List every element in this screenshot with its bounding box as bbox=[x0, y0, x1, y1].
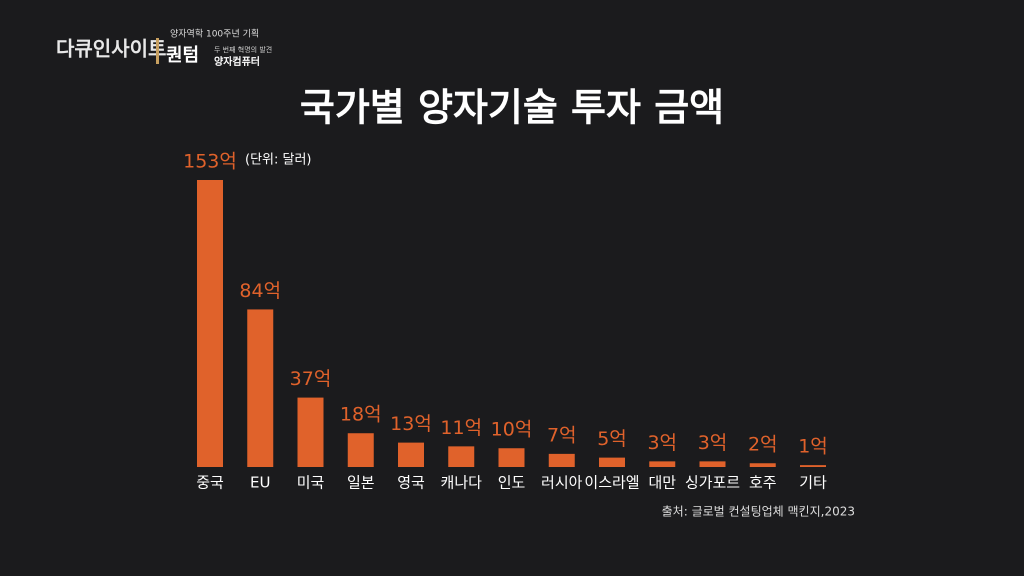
bar bbox=[347, 433, 374, 467]
logo-brand: 다큐인사이트 bbox=[56, 37, 166, 61]
x-tick-label: 중국 bbox=[196, 474, 224, 492]
x-tick-label: 러시아 bbox=[541, 474, 583, 492]
value-label: 153억 bbox=[183, 151, 237, 173]
x-tick-label: 기타 bbox=[799, 474, 827, 492]
logo-episode: 양자컴퓨터 bbox=[214, 55, 260, 68]
logo-subtitle: 두 번째 혁명의 발견 bbox=[214, 45, 272, 54]
bar bbox=[247, 309, 274, 467]
x-tick-label: 캐나다 bbox=[441, 474, 483, 492]
x-tick-label: 미국 bbox=[297, 474, 325, 492]
value-label: 7억 bbox=[547, 424, 577, 446]
bar bbox=[548, 453, 575, 467]
x-tick-label: EU bbox=[250, 474, 270, 492]
value-label: 1억 bbox=[798, 436, 828, 458]
x-tick-label: 인도 bbox=[498, 474, 526, 492]
x-tick-label: 영국 bbox=[397, 474, 425, 492]
source-note: 출처: 글로벌 컨설팅업체 맥킨지,2023 bbox=[662, 505, 855, 519]
unit-note: (단위: 달러) bbox=[245, 153, 312, 168]
x-tick-label: 일본 bbox=[347, 474, 375, 492]
logo-divider bbox=[156, 38, 159, 64]
chart-title: 국가별 양자기술 투자 금액 bbox=[300, 86, 724, 130]
bar bbox=[599, 457, 625, 467]
value-label: 3억 bbox=[698, 432, 728, 454]
logo-program: 퀀텀 bbox=[166, 45, 199, 66]
x-tick-label: 싱가포르 bbox=[685, 474, 740, 492]
bar bbox=[448, 446, 475, 467]
value-label: 3억 bbox=[647, 432, 677, 454]
value-label: 5억 bbox=[597, 428, 627, 450]
value-label: 11억 bbox=[440, 417, 482, 439]
value-label: 13억 bbox=[390, 413, 432, 435]
value-label: 2억 bbox=[748, 434, 778, 456]
value-label: 10억 bbox=[491, 419, 533, 441]
bar bbox=[197, 180, 223, 467]
bar bbox=[498, 448, 525, 467]
x-tick-label: 호주 bbox=[749, 474, 777, 492]
bar bbox=[800, 465, 826, 467]
value-label: 37억 bbox=[290, 368, 332, 390]
bar bbox=[398, 442, 424, 467]
value-label: 84억 bbox=[239, 280, 281, 302]
bar bbox=[649, 461, 676, 467]
logo-series-note: 양자역학 100주년 기획 bbox=[170, 28, 259, 40]
x-tick-label: 대만 bbox=[648, 474, 676, 492]
bar bbox=[699, 461, 726, 467]
bar bbox=[749, 463, 776, 467]
value-label: 18억 bbox=[340, 404, 382, 426]
x-tick-label: 이스라엘 bbox=[584, 474, 639, 492]
bar bbox=[297, 397, 324, 467]
